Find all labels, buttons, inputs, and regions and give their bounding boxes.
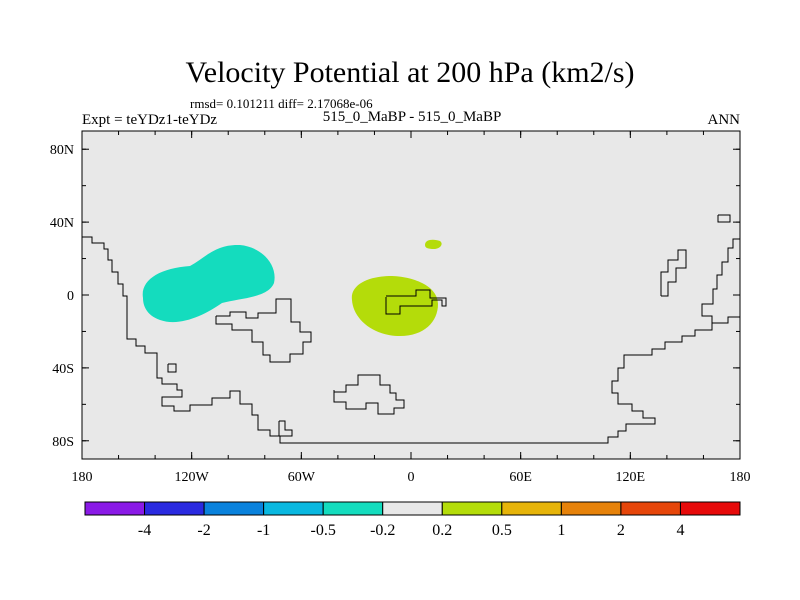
experiment-label: Expt = teYDz1-teYDz bbox=[82, 112, 217, 128]
coastline-island bbox=[385, 289, 447, 315]
y-tick-label: 0 bbox=[67, 289, 74, 304]
period-label: 515_0_MaBP - 515_0_MaBP bbox=[323, 109, 502, 125]
season-label: ANN bbox=[708, 112, 741, 128]
colorbar-swatch bbox=[203, 501, 265, 516]
colorbar-label: -1 bbox=[257, 522, 270, 539]
colorbar: -4 -2 -1 -0.5 -0.2 0.2 0.5 1 2 4 bbox=[84, 501, 741, 539]
x-axis: 180 120W 60W 0 60E 120E 180 bbox=[72, 131, 751, 485]
y-axis: 80N 40N 0 40S 80S bbox=[50, 143, 740, 450]
stats-line: rmsd= 0.101211 diff= 2.17068e-06 bbox=[190, 96, 373, 111]
y-tick-label: 40N bbox=[50, 216, 74, 231]
colorbar-label: 0.5 bbox=[492, 522, 512, 539]
colorbar-swatch bbox=[441, 501, 503, 516]
colorbar-swatch bbox=[263, 501, 324, 516]
x-tick-label: 180 bbox=[730, 470, 751, 485]
coastline-americas bbox=[82, 236, 740, 444]
colorbar-label: -4 bbox=[138, 522, 151, 539]
colorbar-label: -0.2 bbox=[370, 522, 395, 539]
y-tick-label: 40S bbox=[52, 362, 74, 377]
colorbar-swatch bbox=[322, 501, 384, 516]
colorbar-swatch bbox=[620, 501, 681, 516]
x-tick-label: 120W bbox=[175, 470, 210, 485]
coastline-east bbox=[701, 238, 740, 325]
colorbar-swatch bbox=[144, 501, 205, 516]
positive-anomaly-small bbox=[425, 239, 442, 249]
y-tick-label: 80N bbox=[50, 143, 74, 158]
colorbar-label: -0.5 bbox=[311, 522, 336, 539]
coastline-small-1 bbox=[167, 363, 177, 373]
y-tick-label: 80S bbox=[52, 435, 74, 450]
colorbar-swatch bbox=[382, 501, 443, 516]
coastline-antarctica bbox=[333, 374, 405, 415]
x-tick-label: 60E bbox=[509, 470, 532, 485]
colorbar-label: 0.2 bbox=[432, 522, 452, 539]
colorbar-label: 2 bbox=[617, 522, 625, 539]
x-tick-label: 60W bbox=[288, 470, 316, 485]
colorbar-swatch bbox=[679, 501, 741, 516]
x-tick-label: 120E bbox=[616, 470, 646, 485]
x-tick-label: 0 bbox=[408, 470, 415, 485]
coastline-small-3 bbox=[717, 214, 731, 223]
colorbar-swatch bbox=[84, 501, 146, 516]
colorbar-swatch bbox=[501, 501, 562, 516]
colorbar-label: -2 bbox=[197, 522, 210, 539]
negative-anomaly bbox=[142, 244, 275, 323]
chart-title: Velocity Potential at 200 hPa (km2/s) bbox=[185, 56, 634, 89]
colorbar-label: 4 bbox=[676, 522, 684, 539]
coastlines bbox=[82, 214, 740, 444]
coastline-small-2 bbox=[278, 420, 293, 437]
colorbar-swatch bbox=[560, 501, 622, 516]
colorbar-label: 1 bbox=[557, 522, 565, 539]
coastline-africa bbox=[215, 298, 312, 363]
coastline-asia bbox=[660, 249, 687, 297]
x-tick-label: 180 bbox=[72, 470, 93, 485]
